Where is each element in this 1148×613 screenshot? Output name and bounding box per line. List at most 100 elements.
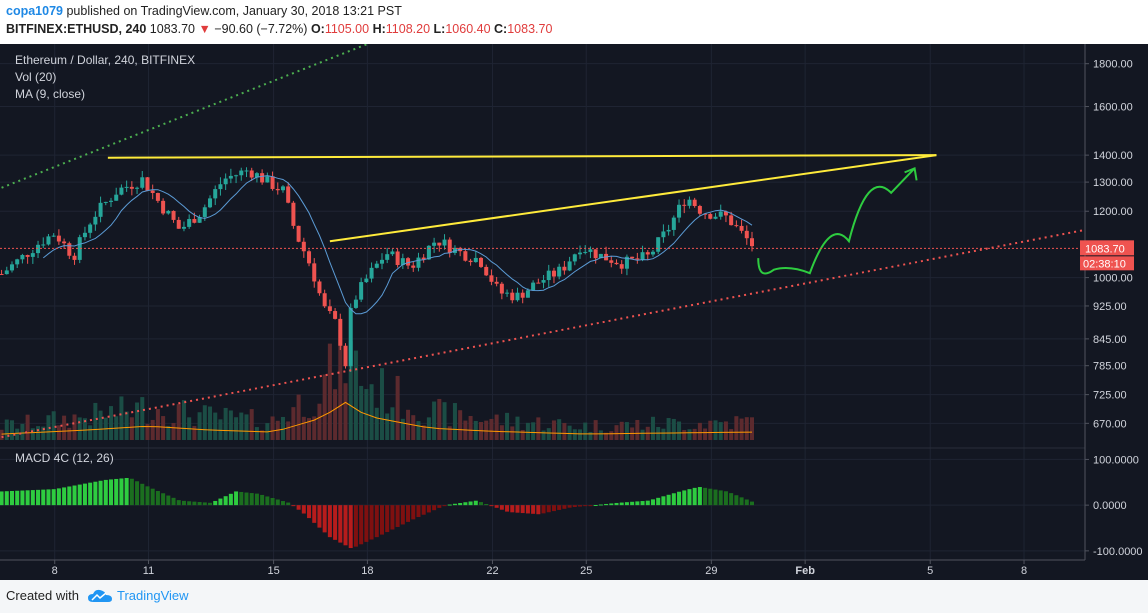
macd-bar xyxy=(713,489,718,506)
macd-bar xyxy=(692,487,697,506)
close-value: 1083.70 xyxy=(507,22,553,36)
macd-bar xyxy=(510,505,515,513)
macd-bar xyxy=(327,505,332,538)
macd-axis[interactable]: 100.0000 0.0000 -100.0000 xyxy=(1085,454,1143,558)
candle-body xyxy=(348,307,353,367)
macd-bar xyxy=(536,505,541,515)
publish-header: copa1079 published on TradingView.com, J… xyxy=(0,0,1148,44)
time-tick-label: Feb xyxy=(795,565,815,577)
volume-bar xyxy=(260,430,265,440)
macd-bar xyxy=(463,502,468,506)
time-axis[interactable]: 8 11 15 18 22 25 29 Feb 5 8 xyxy=(0,559,1085,577)
candle-body xyxy=(46,236,51,245)
volume-bar xyxy=(442,402,447,440)
candle-body xyxy=(499,283,504,294)
price-tick-label: 725.00 xyxy=(1093,390,1127,402)
candle-body xyxy=(682,204,687,206)
candle-body xyxy=(749,238,755,247)
candle-body xyxy=(583,251,588,253)
volume-bar xyxy=(145,423,150,440)
macd-bar xyxy=(468,501,473,506)
candle-body xyxy=(108,200,114,202)
chart-area[interactable]: 1800.00 1600.00 1400.00 1300.00 1200.00 1000.… xyxy=(0,43,1148,580)
macd-bar xyxy=(150,488,155,506)
volume-bar xyxy=(650,416,655,440)
candle-body xyxy=(67,243,72,256)
candle-body xyxy=(197,216,202,223)
volume-bar xyxy=(41,426,46,440)
price-axis[interactable]: 1800.00 1600.00 1400.00 1300.00 1200.00 1000.… xyxy=(1084,44,1148,580)
macd-bar xyxy=(213,500,218,506)
time-tick-label: 18 xyxy=(361,565,373,577)
candle-body xyxy=(77,237,82,260)
candle-body xyxy=(473,257,478,263)
macd-bar xyxy=(333,505,338,540)
candle-body xyxy=(25,255,30,257)
candle-body xyxy=(343,345,348,367)
price-tick-label: 1000.00 xyxy=(1093,273,1133,285)
candle-body xyxy=(426,245,431,260)
volume-bar xyxy=(734,416,739,440)
volume-bar xyxy=(46,415,51,440)
volume-bar xyxy=(327,343,332,440)
candle-body xyxy=(296,225,301,242)
candle-body xyxy=(421,257,426,260)
tradingview-logo[interactable]: TradingView xyxy=(88,588,189,603)
volume-bar xyxy=(291,407,296,440)
candle-body xyxy=(562,266,567,271)
candle-body xyxy=(734,225,739,227)
volume-bar xyxy=(692,428,697,440)
volume-bar xyxy=(108,406,114,440)
drawings xyxy=(1,43,1086,439)
candle-body xyxy=(546,270,551,281)
macd-bar xyxy=(708,488,713,506)
volume-bar xyxy=(67,427,72,440)
volume-bar xyxy=(614,425,619,440)
last-price: 1083.70 xyxy=(149,22,195,36)
candle-body xyxy=(192,219,197,223)
volume-bar xyxy=(192,425,197,440)
macd-bar xyxy=(390,505,395,530)
time-tick-label: 22 xyxy=(486,565,498,577)
symbol-info: BITFINEX:ETHUSD, 240 1083.70 ▼ −90.60 (−… xyxy=(6,22,552,36)
candle-body xyxy=(531,282,536,291)
volume-bar xyxy=(62,415,67,440)
macd-bar xyxy=(614,502,619,506)
candle-body xyxy=(166,210,171,214)
volume-bar xyxy=(749,417,755,440)
candle-body xyxy=(155,193,160,201)
author-link[interactable]: copa1079 xyxy=(6,4,63,18)
macd-bar xyxy=(374,505,379,538)
candle-body xyxy=(703,213,708,215)
macd-bar xyxy=(82,483,87,506)
macd-bar xyxy=(155,490,160,506)
macd-bar xyxy=(739,497,744,506)
volume-bar xyxy=(687,429,692,440)
candle-body xyxy=(176,219,181,229)
chart-svg[interactable]: 1800.00 1600.00 1400.00 1300.00 1200.00 1000.… xyxy=(0,43,1148,580)
candle-body xyxy=(713,216,718,219)
macd-bar xyxy=(108,479,114,506)
volume-bar xyxy=(604,432,609,440)
candle-body xyxy=(30,253,35,257)
macd-bar xyxy=(161,493,166,506)
candle-body xyxy=(650,251,655,255)
volume-bar xyxy=(218,419,223,440)
macd-bar xyxy=(129,478,134,506)
candle-body xyxy=(692,199,697,207)
volume-bar xyxy=(682,429,687,440)
volume-bar xyxy=(593,420,598,440)
volume-bar xyxy=(228,410,233,440)
macd-bar xyxy=(385,505,390,533)
close-label: C: xyxy=(494,22,508,36)
candle-body xyxy=(202,207,207,217)
macd-bar xyxy=(604,503,609,506)
macd-bar xyxy=(411,505,416,520)
volume-bar xyxy=(489,418,494,440)
macd-bar xyxy=(9,490,14,506)
macd-bar xyxy=(562,505,567,509)
macd-bar xyxy=(119,478,124,506)
volume-bar xyxy=(379,368,384,440)
volume-bar xyxy=(93,402,98,440)
open-label: O: xyxy=(310,22,325,36)
